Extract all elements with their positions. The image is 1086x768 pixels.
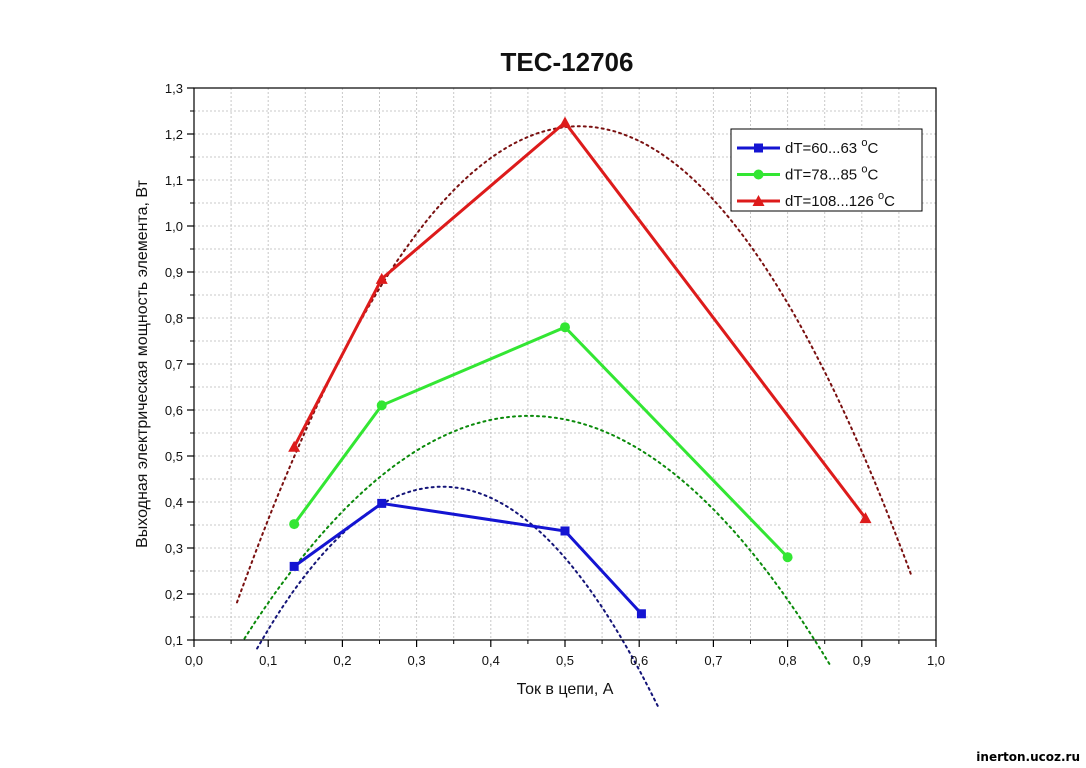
y-tick-label: 0,7	[165, 357, 183, 372]
series-line-2	[292, 325, 789, 559]
data-point	[289, 561, 299, 571]
data-point	[859, 512, 872, 524]
x-tick-label: 0,3	[408, 653, 426, 668]
x-tick-label: 0,8	[779, 653, 797, 668]
x-tick-label: 0,9	[853, 653, 871, 668]
y-tick-label: 0,8	[165, 311, 183, 326]
grid	[193, 87, 937, 641]
data-point	[288, 440, 301, 452]
x-tick-label: 0,6	[630, 653, 648, 668]
y-tick-label: 1,3	[165, 81, 183, 96]
legend-marker-1	[754, 143, 763, 153]
chart-title: TEC-12706	[501, 47, 634, 77]
x-tick-label: 0,4	[482, 653, 500, 668]
x-tick-label: 0,7	[704, 653, 722, 668]
legend-label-3: dT=108...126 oC	[785, 190, 895, 210]
legend-label-1: dT=60...63 oC	[785, 137, 878, 157]
data-point	[289, 519, 300, 530]
data-point	[376, 400, 387, 411]
series-lines	[292, 120, 867, 615]
axis-ticks: 0,0 0,1 0,2 0,3 0,4 0,5 0,6 0,7 0,8 0,9 1,00,10,20…	[165, 81, 945, 668]
x-axis-label: Ток в цепи, А	[517, 681, 614, 698]
y-axis-label: Выходная электрическая мощность элемента…	[134, 179, 151, 547]
x-tick-label: 1,0	[927, 653, 945, 668]
fit-curve-1	[256, 485, 659, 707]
y-tick-label: 0,9	[165, 265, 183, 280]
y-tick-label: 1,1	[165, 173, 183, 188]
legend-marker-3	[752, 195, 765, 206]
y-tick-label: 0,3	[165, 541, 183, 556]
y-tick-label: 0,6	[165, 403, 183, 418]
data-point	[377, 498, 387, 508]
y-tick-label: 0,1	[165, 633, 183, 648]
legend: dT=60...63 oC dT=78...85 oC dT=108...126 o…	[730, 128, 923, 212]
legend-box	[730, 128, 923, 212]
x-tick-label: 0,1	[259, 653, 277, 668]
x-tick-label: 0,5	[556, 653, 574, 668]
fit-curves	[236, 125, 912, 707]
y-tick-label: 0,4	[165, 495, 183, 510]
data-point	[636, 609, 646, 619]
series-line-1	[293, 501, 643, 615]
data-point	[560, 526, 570, 536]
data-point	[560, 322, 570, 333]
x-tick-label: 0,0	[185, 653, 203, 668]
data-point	[559, 116, 571, 128]
series-markers	[288, 116, 872, 619]
legend-marker-2	[753, 169, 764, 180]
series-line-3	[292, 120, 867, 520]
data-point	[375, 272, 388, 284]
data-point	[782, 552, 793, 563]
y-tick-label: 1,2	[165, 127, 183, 142]
x-tick-label: 0,2	[333, 653, 351, 668]
y-tick-label: 1,0	[165, 219, 183, 234]
y-tick-label: 0,5	[165, 449, 183, 464]
legend-label-2: dT=78...85 oC	[785, 164, 878, 184]
fit-curve-2	[243, 414, 831, 666]
y-tick-label: 0,2	[165, 587, 183, 602]
watermark: inerton.ucoz.ru	[976, 750, 1080, 764]
